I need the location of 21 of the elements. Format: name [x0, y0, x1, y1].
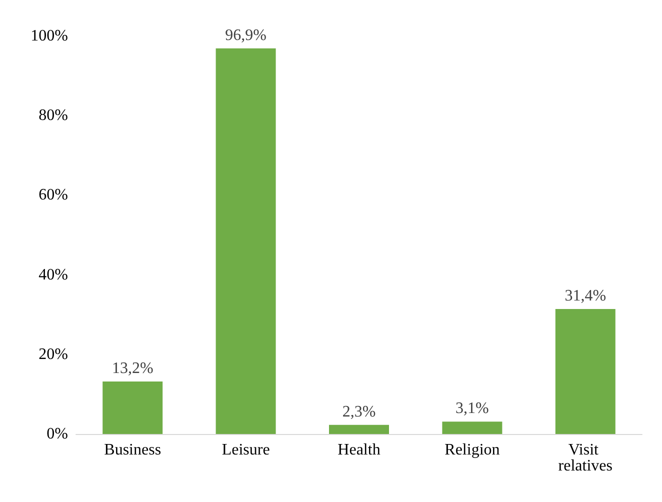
- y-tick-label: 0%: [46, 426, 68, 442]
- x-tick-label: Visit relatives: [558, 442, 612, 474]
- bar: [555, 309, 616, 434]
- bar: [216, 48, 276, 434]
- bar: [102, 381, 163, 434]
- y-tick-label: 40%: [38, 266, 68, 284]
- bar: [329, 424, 389, 434]
- data-label: 2,3%: [342, 403, 376, 420]
- x-tick-label: Religion: [444, 442, 500, 458]
- data-label: 31,4%: [564, 288, 606, 305]
- x-tick-label: Leisure: [222, 442, 270, 458]
- y-tick-label: 20%: [38, 346, 68, 363]
- y-tick-label: 100%: [30, 28, 68, 44]
- data-label: 3,1%: [456, 400, 489, 418]
- data-label: 13,2%: [112, 360, 154, 377]
- y-tick-label: 60%: [38, 186, 68, 204]
- data-label: 96,9%: [225, 26, 266, 44]
- x-tick-label: Business: [104, 442, 162, 458]
- x-tick-label: Health: [338, 442, 380, 458]
- bar: [442, 422, 502, 434]
- y-tick-label: 80%: [38, 107, 68, 124]
